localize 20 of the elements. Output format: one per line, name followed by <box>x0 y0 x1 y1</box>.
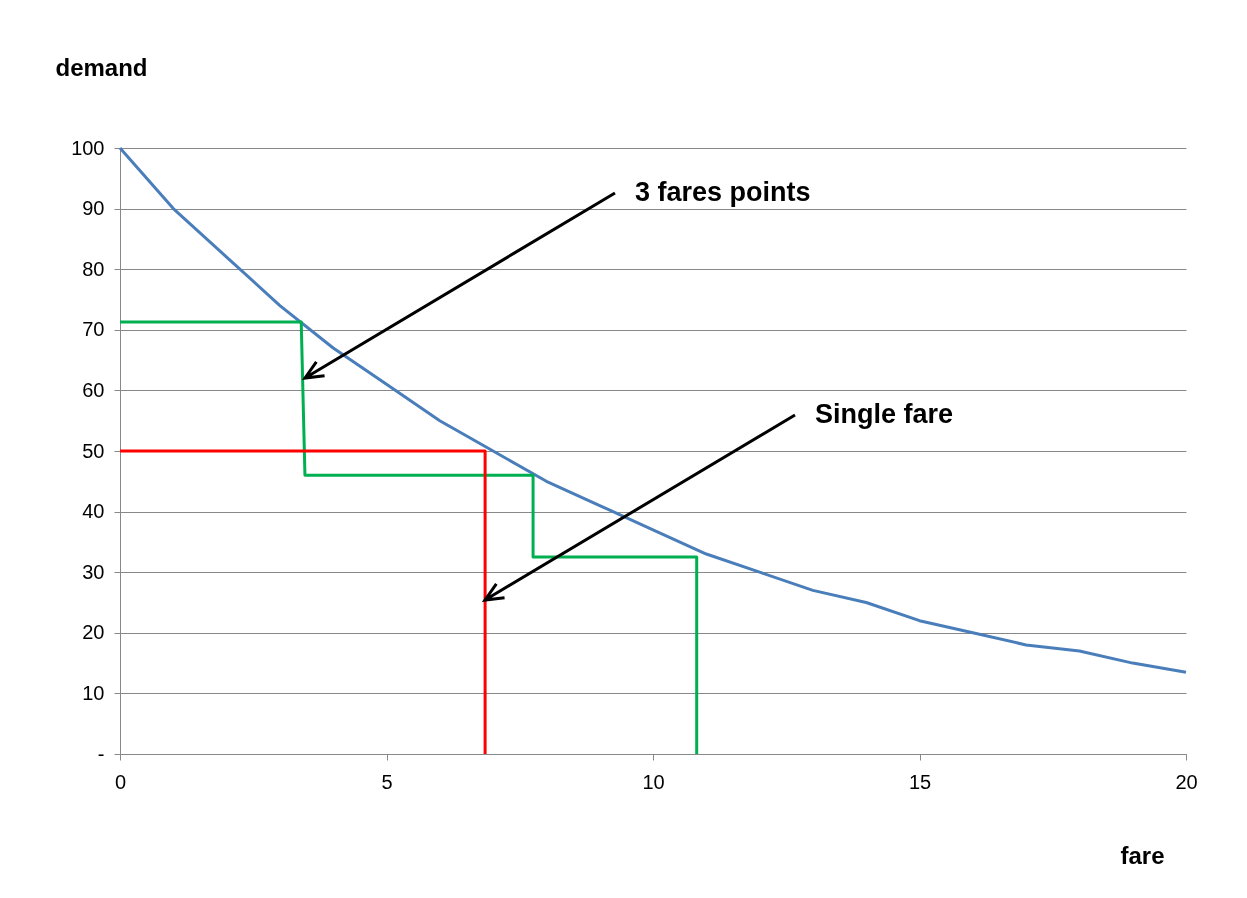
x-axis-title: fare <box>1120 841 1165 869</box>
x-tick-label: 0 <box>114 770 127 793</box>
y-tick-label: 10 <box>82 681 105 704</box>
x-tick-label: 5 <box>381 770 393 793</box>
y-tick-label: 90 <box>82 197 105 220</box>
y-tick-label: 30 <box>82 560 105 583</box>
y-tick-label: 80 <box>82 257 105 280</box>
x-tick-label: 15 <box>908 770 932 793</box>
y-axis-title: demand <box>55 53 148 81</box>
y-tick-label: 50 <box>82 439 105 462</box>
y-tick-label: 100 <box>71 136 105 159</box>
y-tick-label: 40 <box>82 500 105 523</box>
y-tick-label: 20 <box>82 621 105 644</box>
y-tick-label: 60 <box>82 378 105 401</box>
x-tick-label: 20 <box>1175 770 1198 793</box>
annotation: Single fare <box>815 399 954 429</box>
annotation: 3 fares points <box>635 177 811 207</box>
y-tick-label: - <box>97 742 105 765</box>
y-tick-label: 70 <box>82 318 105 341</box>
x-tick-label: 10 <box>642 770 665 793</box>
